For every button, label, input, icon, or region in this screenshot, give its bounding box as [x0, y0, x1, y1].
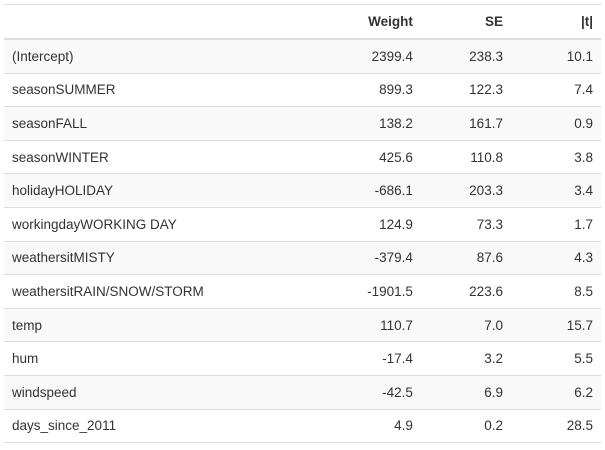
row-weight: 138.2 — [296, 106, 421, 141]
row-se: 73.3 — [420, 206, 511, 242]
row-t-value: 0.9 — [510, 106, 601, 141]
row-t-value: 3.8 — [510, 139, 601, 174]
row-variable-name: weathersitMISTY — [4, 240, 297, 275]
row-t-value: 4.3 — [510, 240, 601, 275]
row-se: 3.2 — [420, 341, 511, 376]
row-t-value: 10.1 — [510, 38, 601, 74]
row-t-value: 15.7 — [510, 307, 601, 342]
row-se: 223.6 — [420, 274, 511, 309]
row-se: 238.3 — [420, 38, 511, 74]
table-row: days_since_2011 4.9 0.2 28.5 — [4, 408, 601, 444]
row-t-value: 5.5 — [510, 341, 601, 376]
table-row: workingdayWORKING DAY 124.9 73.3 1.7 — [4, 206, 601, 242]
row-t-value: 3.4 — [510, 173, 601, 208]
row-se: 7.0 — [420, 307, 511, 342]
coefficient-table-container: Weight SE |t| (Intercept) 2399.4 238.3 10.1… — [4, 4, 601, 444]
table-row: seasonFALL 138.2 161.7 0.9 — [4, 106, 601, 141]
header-weight: Weight — [296, 4, 421, 40]
table-row: holidayHOLIDAY -686.1 203.3 3.4 — [4, 173, 601, 208]
row-weight: 425.6 — [296, 139, 421, 174]
row-weight: 4.9 — [296, 408, 421, 444]
row-variable-name: workingdayWORKING DAY — [4, 206, 297, 242]
header-se: SE — [420, 4, 511, 40]
row-weight: -1901.5 — [296, 274, 421, 309]
header-variable — [4, 4, 297, 40]
row-weight: -42.5 — [296, 374, 421, 410]
row-weight: 124.9 — [296, 206, 421, 242]
header-row: Weight SE |t| — [4, 4, 601, 40]
row-se: 122.3 — [420, 72, 511, 107]
table-row: hum -17.4 3.2 5.5 — [4, 341, 601, 376]
row-variable-name: hum — [4, 341, 297, 376]
row-weight: -686.1 — [296, 173, 421, 208]
row-variable-name: (Intercept) — [4, 38, 297, 74]
row-t-value: 8.5 — [510, 274, 601, 309]
row-variable-name: holidayHOLIDAY — [4, 173, 297, 208]
row-se: 110.8 — [420, 139, 511, 174]
table-row: windspeed -42.5 6.9 6.2 — [4, 374, 601, 410]
row-se: 0.2 — [420, 408, 511, 444]
header-t: |t| — [510, 4, 601, 40]
table-row: weathersitMISTY -379.4 87.6 4.3 — [4, 240, 601, 275]
row-variable-name: temp — [4, 307, 297, 342]
table-row: temp 110.7 7.0 15.7 — [4, 307, 601, 342]
coefficient-table: Weight SE |t| (Intercept) 2399.4 238.3 10.1… — [4, 4, 601, 444]
table-row: seasonSUMMER 899.3 122.3 7.4 — [4, 72, 601, 107]
table-body: (Intercept) 2399.4 238.3 10.1 seasonSUMMER 89… — [4, 38, 601, 444]
row-variable-name: windspeed — [4, 374, 297, 410]
row-variable-name: seasonFALL — [4, 106, 297, 141]
row-se: 87.6 — [420, 240, 511, 275]
row-t-value: 28.5 — [510, 408, 601, 444]
row-weight: -17.4 — [296, 341, 421, 376]
table-row: (Intercept) 2399.4 238.3 10.1 — [4, 38, 601, 74]
row-se: 6.9 — [420, 374, 511, 410]
table-row: seasonWINTER 425.6 110.8 3.8 — [4, 139, 601, 174]
table-row: weathersitRAIN/SNOW/STORM -1901.5 223.6 8.5 — [4, 274, 601, 309]
row-se: 161.7 — [420, 106, 511, 141]
row-t-value: 7.4 — [510, 72, 601, 107]
row-variable-name: weathersitRAIN/SNOW/STORM — [4, 274, 297, 309]
row-se: 203.3 — [420, 173, 511, 208]
row-weight: 110.7 — [296, 307, 421, 342]
row-weight: 2399.4 — [296, 38, 421, 74]
row-variable-name: days_since_2011 — [4, 408, 297, 444]
row-variable-name: seasonSUMMER — [4, 72, 297, 107]
table-header: Weight SE |t| — [4, 4, 601, 40]
row-t-value: 6.2 — [510, 374, 601, 410]
row-variable-name: seasonWINTER — [4, 139, 297, 174]
row-weight: -379.4 — [296, 240, 421, 275]
row-t-value: 1.7 — [510, 206, 601, 242]
row-weight: 899.3 — [296, 72, 421, 107]
